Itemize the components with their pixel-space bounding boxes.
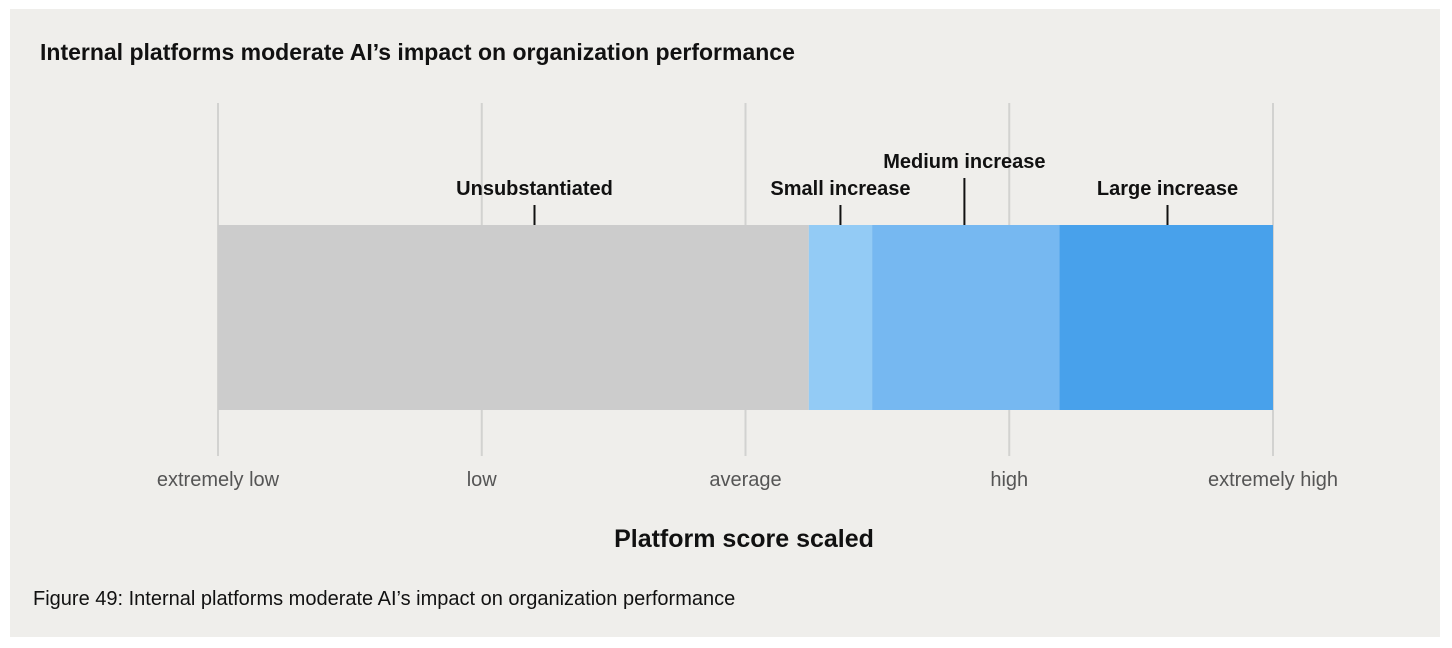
x-tick-label: extremely low xyxy=(157,469,280,491)
bar-segment-large-increase xyxy=(1059,225,1273,410)
bar-segment-medium-increase xyxy=(872,225,1060,410)
segment-label: Large increase xyxy=(1097,178,1238,200)
bar-segment-small-increase xyxy=(808,225,873,410)
chart-svg: Unsubstantiated Small increase Medium incr… xyxy=(157,103,1338,553)
x-tick-label: average xyxy=(709,469,781,491)
figure-panel: Internal platforms moderate AI’s impact … xyxy=(10,9,1440,637)
segment-label: Small increase xyxy=(770,178,910,200)
segment-label: Unsubstantiated xyxy=(456,178,613,200)
segment-label: Medium increase xyxy=(883,151,1045,173)
bar-segment-unsubstantiated xyxy=(218,225,809,410)
figure-caption: Figure 49: Internal platforms moderate A… xyxy=(33,588,736,610)
x-tick-label: extremely high xyxy=(1208,469,1338,491)
x-axis-label: Platform score scaled xyxy=(614,525,874,553)
x-tick-label: high xyxy=(990,469,1028,491)
x-tick-label: low xyxy=(467,469,498,491)
chart-title: Internal platforms moderate AI’s impact … xyxy=(40,39,795,65)
